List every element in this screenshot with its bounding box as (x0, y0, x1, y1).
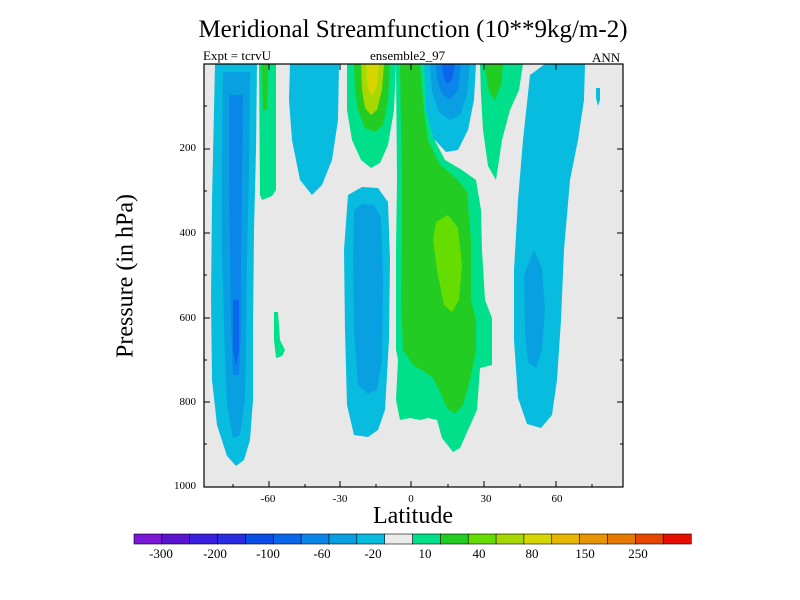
contour-nh-midlat-negative (514, 64, 600, 428)
colorbar-label: 10 (418, 546, 432, 561)
x-axis-label: Latitude (373, 503, 453, 529)
colorbar-swatch (384, 533, 414, 545)
colorbar-swatch (662, 533, 692, 545)
colorbar-swatch (579, 533, 609, 545)
colorbar-swatch (634, 533, 664, 545)
colorbar-label: -100 (256, 546, 280, 561)
y-tick-label: 400 (179, 227, 197, 239)
colorbar-swatch (607, 533, 636, 545)
colorbar-label: -300 (149, 546, 173, 561)
colorbar-swatch (356, 533, 386, 545)
season-label: ANN (592, 50, 621, 65)
colorbar-swatch (217, 533, 247, 545)
experiment-label: Expt = tcrvU (203, 48, 271, 63)
contour-upper-positive-jet (347, 64, 396, 168)
colorbar-swatch (245, 533, 274, 545)
colorbar-swatch (328, 533, 358, 545)
colorbar-swatch (300, 533, 330, 545)
contour-nh-upper-positive (480, 64, 523, 180)
contour-equatorial-positive (396, 64, 492, 452)
contour-nh-upper-negative (424, 64, 476, 152)
chart-title: Meridional Streamfunction (10**9kg/m-2) (198, 16, 628, 43)
colorbar-label: -60 (313, 546, 331, 561)
colorbar-label: -200 (203, 546, 227, 561)
y-tick-label: 1000 (174, 480, 196, 492)
case-label: ensemble2_97 (370, 48, 446, 63)
x-tick-label: -60 (260, 493, 276, 505)
colorbar-label: 40 (472, 546, 486, 561)
colorbar-swatch (495, 533, 525, 545)
x-tick-label: 60 (551, 493, 563, 505)
colorbar-label: -20 (364, 546, 382, 561)
colorbar-label: 150 (575, 546, 595, 561)
colorbar-swatch (412, 533, 441, 545)
colorbar-swatch (551, 533, 581, 545)
x-tick-label: 30 (480, 493, 492, 505)
colorbar-swatch (161, 533, 191, 545)
colorbar-swatch (467, 533, 497, 545)
contour-sh-lower-negative (344, 187, 390, 437)
colorbar-label: 80 (525, 546, 539, 561)
colorbar-label: 250 (628, 546, 648, 561)
contour-sh-narrow-positive (259, 64, 285, 358)
x-tick-label: 0 (408, 493, 414, 505)
colorbar-swatch (440, 533, 469, 545)
contour-sh-upper-negative (289, 64, 339, 195)
contour-sh-negative-cell (211, 64, 257, 466)
colorbar-swatch (272, 533, 302, 545)
x-tick-label: -30 (332, 493, 348, 505)
y-tick-marks (204, 105, 623, 488)
y-tick-label: 800 (179, 396, 197, 408)
colorbar-swatch (189, 533, 219, 545)
colorbar-swatch (523, 533, 553, 545)
y-tick-label: 600 (179, 312, 197, 324)
colorbar-swatch (133, 533, 163, 545)
y-tick-label: 200 (179, 142, 197, 154)
x-tick-marks (232, 64, 593, 487)
colorbar (133, 533, 692, 545)
